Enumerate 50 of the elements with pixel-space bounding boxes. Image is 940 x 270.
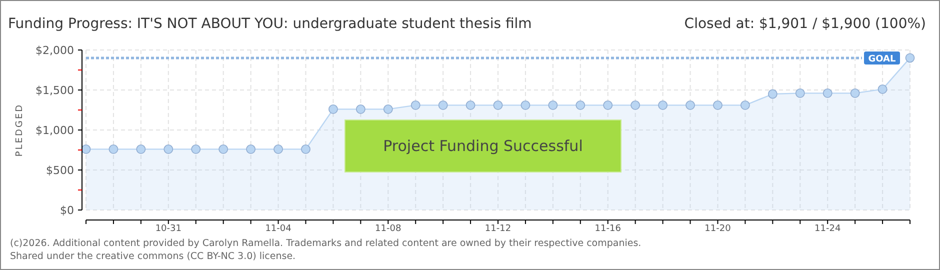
point: [658, 100, 668, 110]
point: [218, 144, 228, 154]
x-tick-label: 10-31: [155, 224, 182, 234]
chart-title: Funding Progress: IT'S NOT ABOUT YOU: undergraduate student thesis film: [8, 16, 532, 32]
point: [410, 100, 420, 110]
x-tick-label: 11-24: [814, 224, 841, 234]
point: [108, 144, 118, 154]
y-tick-label: $2,000: [36, 44, 74, 57]
point: [795, 88, 805, 98]
x-tick-label: 11-12: [484, 224, 512, 234]
annotation: Project Funding Successful: [383, 137, 583, 155]
point: [328, 104, 338, 114]
x-tick-label: 11-08: [375, 224, 402, 234]
x-tick-label: 11-04: [265, 224, 292, 234]
point: [576, 100, 586, 110]
point: [713, 100, 722, 110]
y-tick-label: $500: [46, 164, 74, 177]
chart-subtitle: Closed at: $1,901 / $1,900 (100%): [684, 16, 926, 32]
point: [493, 100, 503, 110]
point: [466, 100, 476, 110]
point: [164, 144, 174, 154]
y-tick-label: $1,000: [36, 124, 74, 137]
x-tick-label: 11-16: [594, 224, 622, 234]
point: [520, 100, 530, 110]
point: [136, 144, 146, 154]
point: [878, 84, 888, 94]
point: [191, 144, 201, 154]
point: [905, 53, 915, 63]
point: [301, 144, 310, 154]
point: [630, 100, 640, 110]
point: [768, 89, 778, 99]
point: [356, 104, 366, 114]
point: [438, 100, 448, 110]
y-tick-label: $1,500: [36, 84, 74, 97]
point: [548, 100, 558, 110]
point: [822, 88, 832, 98]
y-axis-title: PLEDGED: [15, 103, 25, 157]
point: [246, 144, 256, 154]
text: (c)2026. Additional content provided by Carolyn Ramella. Trademarks and related content are owned by their respective companies.: [10, 238, 642, 249]
y-tick-label: $0: [60, 204, 74, 217]
point: [81, 144, 91, 154]
ref-line-label: GOAL: [868, 54, 896, 64]
x-tick-label: 11-20: [704, 224, 732, 234]
point: [274, 144, 283, 154]
point: [686, 100, 695, 110]
point: [850, 88, 860, 98]
point: [740, 100, 750, 110]
text: Shared under the creative commons (CC BY-NC 3.0) license.: [10, 251, 296, 262]
point: [383, 104, 393, 114]
point: [603, 100, 613, 110]
